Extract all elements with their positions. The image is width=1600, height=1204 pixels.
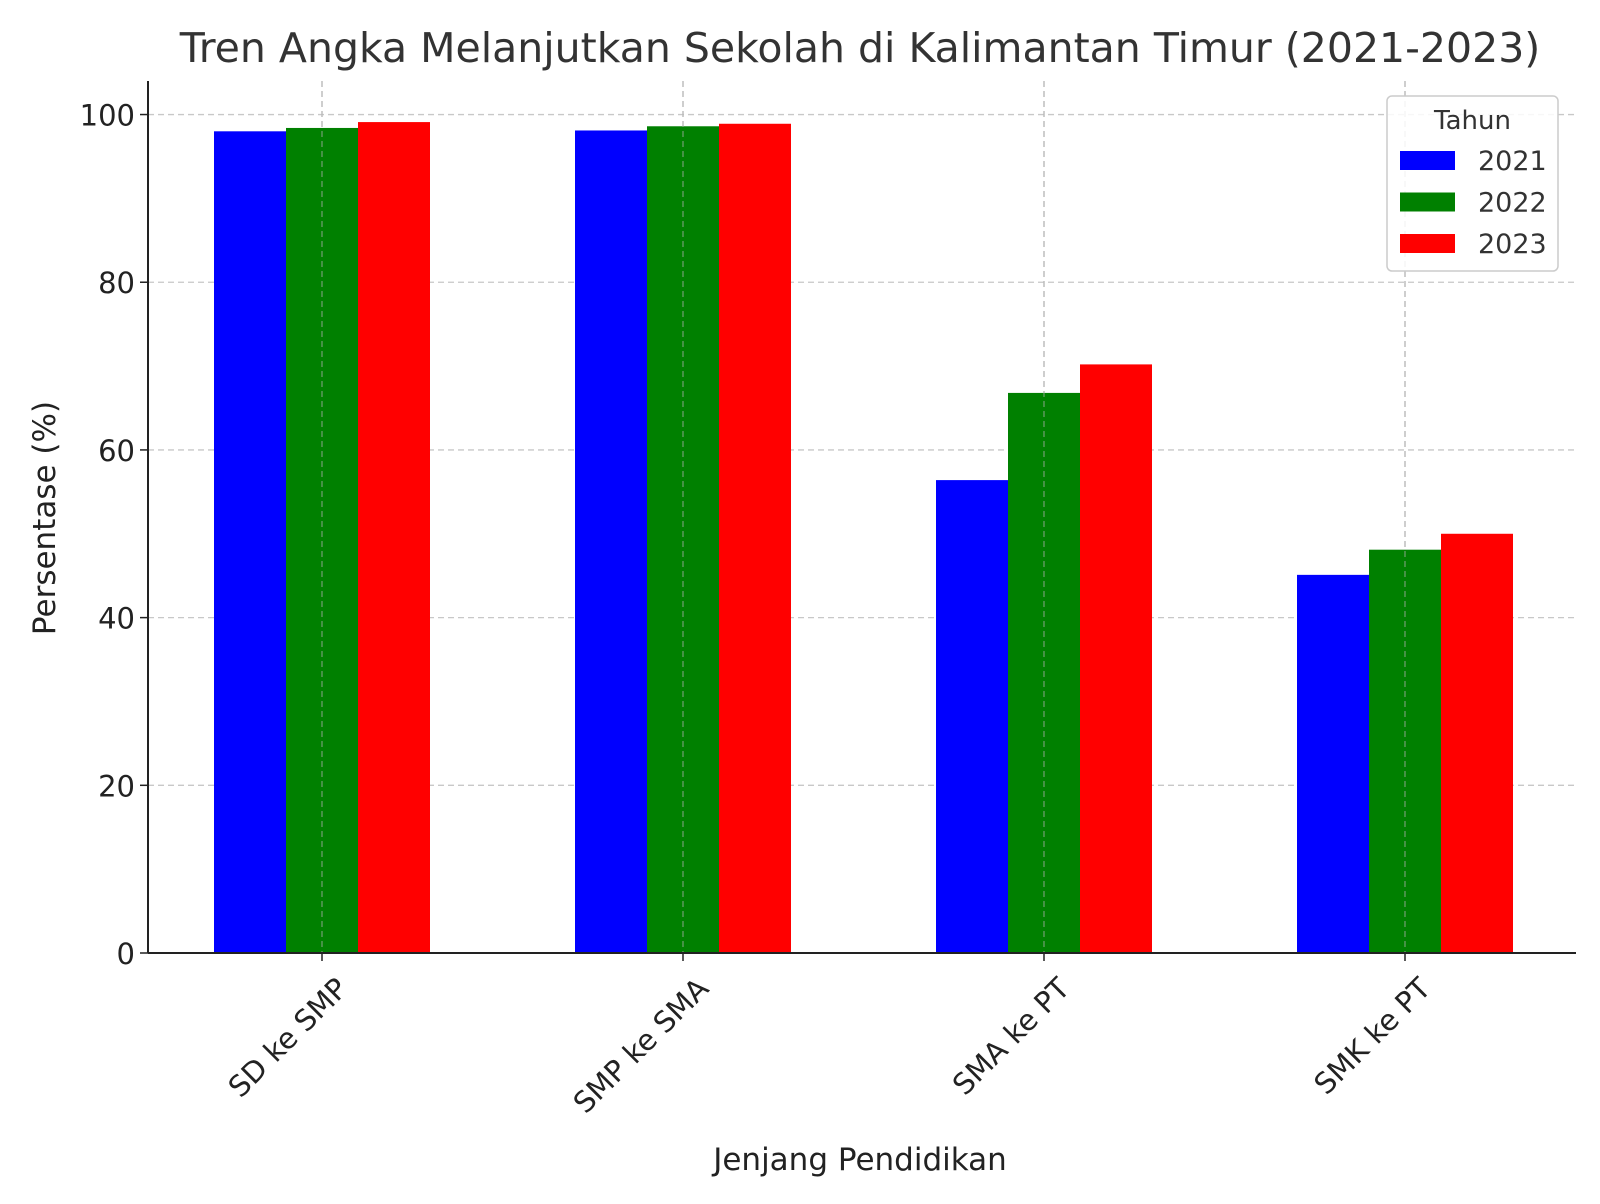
legend-swatch-2022 bbox=[1400, 192, 1455, 212]
y-tick-label: 20 bbox=[98, 769, 135, 803]
bar-2021-1 bbox=[214, 131, 286, 954]
bar-2021-2 bbox=[575, 130, 647, 953]
y-tick-label: 60 bbox=[98, 434, 135, 468]
y-axis-label: Persentase (%) bbox=[27, 401, 63, 635]
bar-2023-3 bbox=[1080, 364, 1152, 953]
legend: Tahun 2021 2022 2023 bbox=[1386, 95, 1559, 272]
y-axis-ticks: 0 20 40 60 80 100 bbox=[80, 99, 148, 971]
x-tick-label: SMK ke PT bbox=[1307, 971, 1437, 1101]
x-tick-label: SD ke SMP bbox=[221, 971, 354, 1104]
bar-2021-3 bbox=[936, 480, 1008, 953]
legend-box bbox=[1386, 95, 1559, 272]
legend-label-2023: 2023 bbox=[1478, 229, 1547, 260]
bar-2023-4 bbox=[1441, 533, 1513, 953]
bar-2021-4 bbox=[1297, 574, 1369, 953]
legend-label-2021: 2021 bbox=[1478, 146, 1547, 177]
y-tick-label: 40 bbox=[98, 602, 135, 636]
x-tick-label: SMA ke PT bbox=[946, 971, 1077, 1102]
bar-2023-1 bbox=[358, 122, 430, 954]
axes bbox=[147, 81, 1576, 954]
x-axis-ticks: SD ke SMP SMP ke SMA SMA ke PT SMK ke PT bbox=[221, 953, 1437, 1120]
y-tick-label: 100 bbox=[80, 99, 135, 133]
legend-label-2022: 2022 bbox=[1478, 188, 1547, 219]
x-tick-label: SMP ke SMA bbox=[567, 971, 716, 1120]
y-tick-label: 80 bbox=[98, 266, 135, 300]
bar-2022-2 bbox=[647, 126, 719, 954]
chart-title: Tren Angka Melanjutkan Sekolah di Kalima… bbox=[179, 24, 1541, 72]
bars bbox=[214, 81, 1513, 954]
grid-lines-overlay bbox=[321, 81, 1406, 953]
legend-swatch-2021 bbox=[1400, 151, 1455, 170]
legend-swatch-2023 bbox=[1400, 234, 1455, 253]
y-tick-label: 0 bbox=[117, 937, 135, 971]
x-axis-label: Jenjang Pendidikan bbox=[711, 1142, 1007, 1178]
legend-title: Tahun bbox=[1433, 106, 1511, 136]
bar-2023-2 bbox=[719, 123, 791, 953]
